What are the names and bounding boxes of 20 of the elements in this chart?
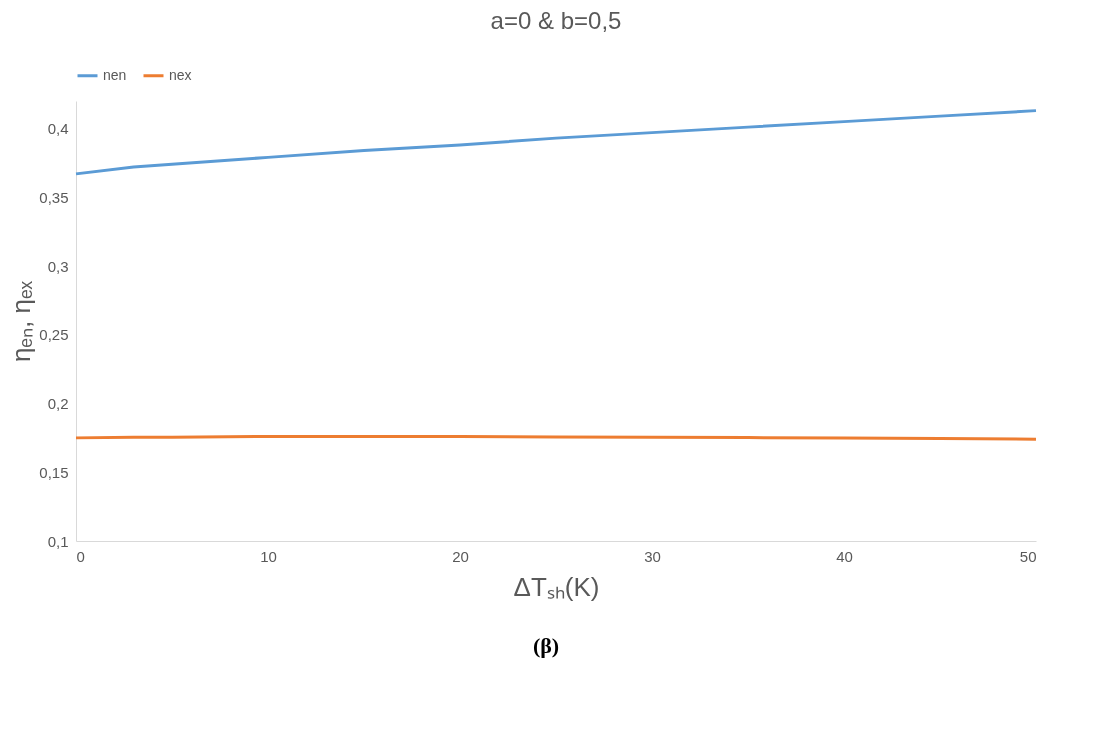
chart-title: a=0 & b=0,5 (490, 7, 622, 34)
x-tick-label: 50 (1019, 547, 1037, 565)
text: (β) (532, 633, 560, 658)
legend-label: nen (103, 66, 127, 83)
y-tick-label: 0,25 (39, 326, 69, 344)
x-tick-label: 0 (76, 547, 85, 565)
y-tick-label: 0,4 (47, 120, 69, 137)
x-tick-label: 10 (260, 547, 277, 565)
y-axis-title: ηₑₙ, ηₑₓ (6, 280, 37, 363)
y-tick-label: 0,1 (47, 532, 69, 550)
y-tick-label: 0,3 (47, 257, 69, 275)
y-tick-label: 0,2 (47, 395, 69, 412)
line-series (74, 109, 1038, 176)
x-axis-title: ΔTₛₕ(K) (513, 571, 600, 602)
x-tick-label: 30 (644, 547, 661, 565)
y-tick-label: 0,15 (39, 463, 69, 481)
y-tick-label: 0,35 (39, 188, 69, 206)
legend-label: nex (169, 66, 192, 83)
x-tick-label: 20 (452, 547, 469, 565)
x-tick-label: 40 (836, 547, 853, 565)
